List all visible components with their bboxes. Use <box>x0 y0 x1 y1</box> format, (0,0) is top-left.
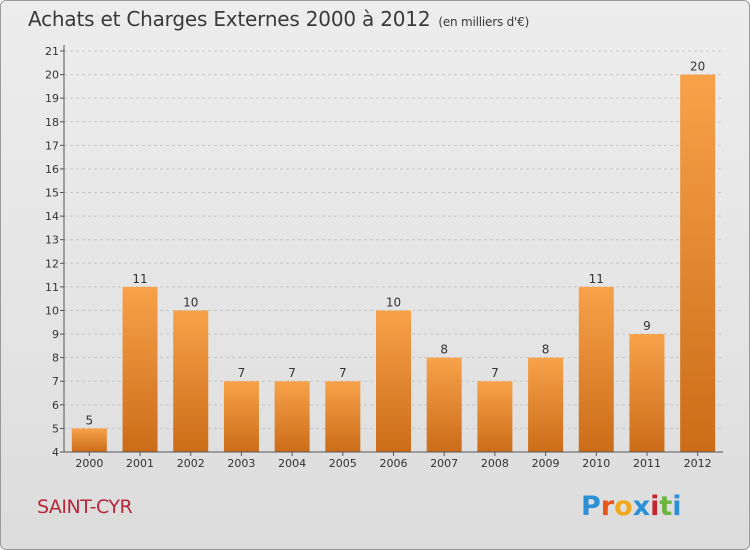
y-tick-label: 18 <box>45 116 59 129</box>
x-tick-label-2003: 2003 <box>227 457 255 470</box>
y-tick-label: 5 <box>52 422 59 435</box>
value-label-2006: 10 <box>386 295 401 309</box>
bar-2012 <box>680 74 716 453</box>
value-label-2002: 10 <box>183 295 198 309</box>
x-tick-label-2007: 2007 <box>430 457 458 470</box>
value-label-2004: 7 <box>288 366 296 380</box>
y-tick-label: 4 <box>52 446 59 459</box>
proxiti-logo[interactable]: Proxiti <box>581 491 682 522</box>
x-tick-label-2010: 2010 <box>582 457 610 470</box>
bar-2007 <box>426 357 462 452</box>
title-unit: (en milliers d'€) <box>438 15 530 29</box>
logo-letter: i <box>650 491 660 522</box>
bar-2003 <box>223 381 259 452</box>
logo-letter: r <box>600 491 615 522</box>
x-tick-label-2000: 2000 <box>75 457 103 470</box>
y-tick-label: 8 <box>52 352 59 365</box>
y-tick-label: 10 <box>45 304 59 317</box>
bar-2002 <box>173 310 209 452</box>
bar-2001 <box>122 286 158 452</box>
x-tick-label-2002: 2002 <box>177 457 205 470</box>
logo-letter: i <box>672 491 682 522</box>
logo-letter: x <box>632 491 651 522</box>
y-tick-label: 14 <box>45 210 59 223</box>
value-label-2001: 11 <box>132 272 147 286</box>
logo-letter: P <box>581 491 601 522</box>
logo-letter: o <box>614 491 633 522</box>
y-tick-label: 6 <box>52 399 59 412</box>
bar-2011 <box>629 334 665 452</box>
title-text: Achats et Charges Externes 2000 à 2012 <box>28 7 431 31</box>
logo-letter: t <box>659 491 673 522</box>
y-tick-label: 12 <box>45 257 59 270</box>
x-tick-label-2004: 2004 <box>278 457 306 470</box>
bar-2010 <box>578 286 614 452</box>
y-tick-label: 16 <box>45 163 59 176</box>
bars <box>71 74 716 453</box>
y-tick-label: 20 <box>45 69 59 82</box>
y-tick-label: 21 <box>45 45 59 58</box>
value-label-2009: 8 <box>542 343 550 357</box>
value-label-2011: 9 <box>643 319 651 333</box>
value-label-2007: 8 <box>440 343 448 357</box>
value-label-2000: 5 <box>86 413 94 427</box>
y-tick-label: 19 <box>45 92 59 105</box>
y-tick-label: 9 <box>52 328 59 341</box>
bar-2000 <box>71 428 107 452</box>
axes <box>60 45 723 456</box>
y-tick-label: 17 <box>45 139 59 152</box>
value-label-2010: 11 <box>589 272 604 286</box>
value-label-2008: 7 <box>491 366 499 380</box>
x-tick-label-2006: 2006 <box>380 457 408 470</box>
bar-2004 <box>274 381 310 452</box>
value-label-2003: 7 <box>238 366 246 380</box>
x-tick-label-2009: 2009 <box>532 457 560 470</box>
bar-2005 <box>325 381 361 452</box>
chart-title: Achats et Charges Externes 2000 à 2012 (e… <box>28 7 529 31</box>
bar-2009 <box>528 357 564 452</box>
bar-2006 <box>376 310 411 452</box>
x-tick-label-2008: 2008 <box>481 457 509 470</box>
x-tick-label-2005: 2005 <box>329 457 357 470</box>
bar-2008 <box>477 381 513 452</box>
y-tick-label: 13 <box>45 234 59 247</box>
value-label-2012: 20 <box>690 60 705 74</box>
labels: 4 5 6 7 8 9 10 11 12 13 14 15 16 17 18 19 20 21 5 2000 11 200… <box>45 45 712 470</box>
x-tick-label-2011: 2011 <box>633 457 661 470</box>
y-tick-label: 11 <box>45 281 59 294</box>
y-tick-label: 7 <box>52 375 59 388</box>
x-tick-label-2012: 2012 <box>684 457 712 470</box>
commune-name: SAINT-CYR <box>37 496 133 518</box>
x-tick-label-2001: 2001 <box>126 457 154 470</box>
value-label-2005: 7 <box>339 366 347 380</box>
y-tick-label: 15 <box>45 187 59 200</box>
